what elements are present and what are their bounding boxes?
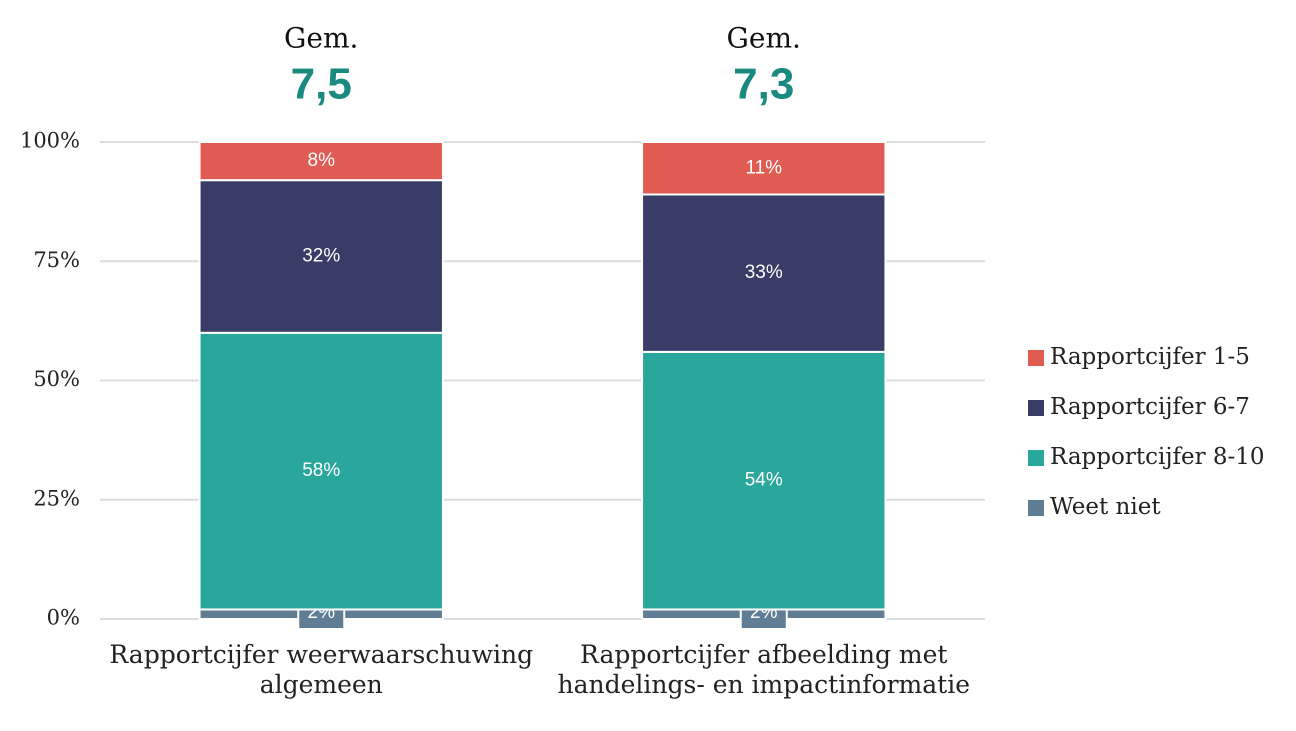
y-tick-label: 50% <box>33 367 80 391</box>
bar-segment <box>641 193 887 353</box>
data-label: 33% <box>745 262 783 283</box>
annotation-title: Gem. <box>727 22 801 55</box>
y-tick-label: 25% <box>33 486 80 510</box>
bar-segment <box>641 141 887 196</box>
bar-segment <box>198 331 444 611</box>
legend-swatch <box>1028 500 1044 516</box>
data-label: 58% <box>302 460 340 481</box>
data-label: 54% <box>745 470 783 491</box>
legend-swatch <box>1028 450 1044 466</box>
legend-label: Rapportcijfer 8-10 <box>1050 444 1265 470</box>
bar-segment <box>641 350 887 611</box>
legend-swatch <box>1028 350 1044 366</box>
y-tick-label: 0% <box>47 606 80 630</box>
bar-segment <box>198 179 444 334</box>
data-label: 11% <box>745 157 782 178</box>
data-label: 8% <box>308 150 336 171</box>
annotation-value: 7,5 <box>291 60 352 109</box>
x-tick-label: Rapportcijfer afbeelding met handelings-… <box>557 640 971 699</box>
legend-swatch <box>1028 400 1044 416</box>
legend-label: Weet niet <box>1050 494 1161 520</box>
legend-label: Rapportcijfer 1-5 <box>1050 344 1250 370</box>
y-tick-label: 100% <box>20 129 80 153</box>
annotation-value: 7,3 <box>733 60 794 109</box>
legend-label: Rapportcijfer 6-7 <box>1050 394 1250 420</box>
x-tick-label: Rapportcijfer weerwaarschuwing algemeen <box>109 640 534 699</box>
y-tick-label: 75% <box>33 248 80 272</box>
data-label: 32% <box>302 245 340 266</box>
annotation-title: Gem. <box>284 22 358 55</box>
bar-segment <box>198 141 444 182</box>
